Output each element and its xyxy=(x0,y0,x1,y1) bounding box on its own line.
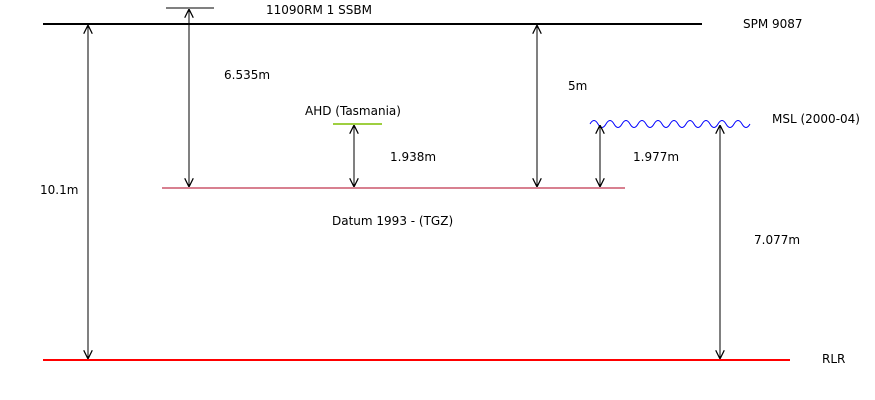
benchmark-label: 11090RM 1 SSBM xyxy=(266,3,372,17)
measurement-spm-datum: 6.535m xyxy=(224,68,270,82)
measurement-datum-spm-right: 5m xyxy=(568,79,587,93)
measurement-rlr-msl: 7.077m xyxy=(754,233,800,247)
measurement-spm-rlr: 10.1m xyxy=(40,183,78,197)
rlr-label: RLR xyxy=(822,352,845,366)
spm-label: SPM 9087 xyxy=(743,17,803,31)
msl-wave xyxy=(589,120,751,128)
msl-label: MSL (2000-04) xyxy=(772,112,860,126)
ahd-label: AHD (Tasmania) xyxy=(305,104,401,118)
measurement-datum-ahd: 1.938m xyxy=(390,150,436,164)
measurement-datum-msl: 1.977m xyxy=(633,150,679,164)
datum-label: Datum 1993 - (TGZ) xyxy=(332,214,453,228)
